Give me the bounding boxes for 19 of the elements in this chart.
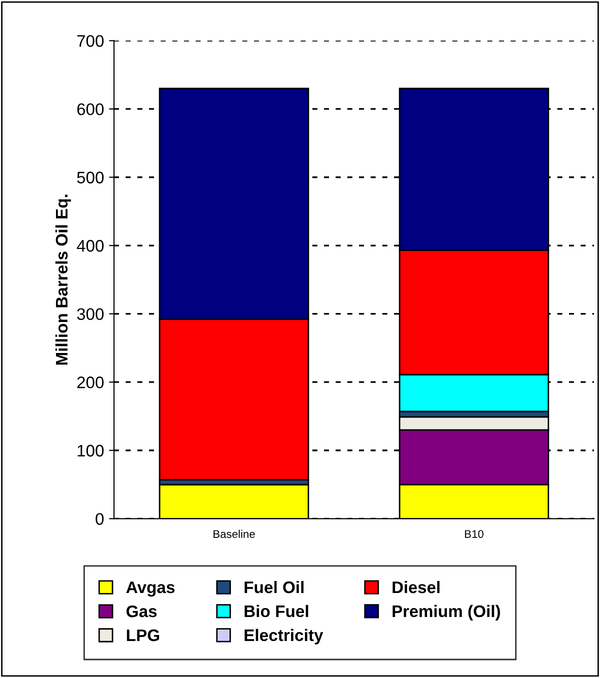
y-tick-label: 600 (77, 103, 104, 116)
x-tick-label: B10 (465, 530, 484, 538)
x-tick-label: Baseline (214, 530, 255, 538)
y-tick-label: 200 (77, 376, 104, 388)
legend-label: Premium (Oil) (392, 604, 500, 620)
legend-label: Fuel Oil (244, 580, 304, 594)
legend-label: LPG (126, 629, 160, 642)
legend-label: Electricity (244, 628, 324, 644)
legend-label: Diesel (392, 580, 440, 594)
legend-label: Bio Fuel (244, 604, 308, 618)
y-tick-label: 100 (78, 444, 104, 457)
y-tick-label: 500 (77, 172, 104, 184)
y-tick-label: 300 (77, 308, 104, 320)
y-tick-label: 700 (77, 35, 104, 47)
y-axis-title: Million Barrels Oil Eq. (55, 194, 71, 365)
legend-label: Gas (126, 605, 157, 618)
y-tick-label: 0 (96, 513, 104, 525)
legend-label: Avgas (126, 582, 175, 597)
y-tick-label: 400 (76, 240, 104, 252)
